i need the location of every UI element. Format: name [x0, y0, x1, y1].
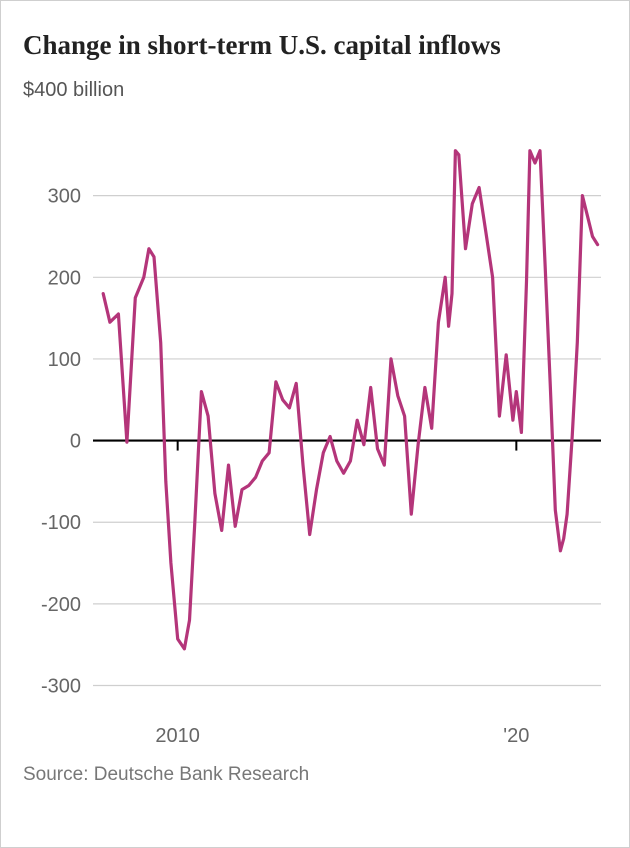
y-tick-label: 100: [48, 349, 81, 371]
plot-area: -300 -200 -100 0 100 200 300 2010 '20: [23, 110, 607, 750]
chart-title: Change in short-term U.S. capital inflow…: [23, 29, 607, 63]
y-tick-label: 300: [48, 185, 81, 207]
series-line: [103, 150, 597, 648]
chart-frame: Change in short-term U.S. capital inflow…: [0, 0, 630, 848]
line-chart-svg: -300 -200 -100 0 100 200 300 2010 '20: [23, 110, 607, 750]
y-tick-label: 0: [70, 430, 81, 452]
x-tick-label: '20: [503, 725, 529, 747]
y-axis-top-label: $400 billion: [23, 79, 607, 102]
source-label: Source: Deutsche Bank Research: [23, 764, 607, 786]
x-tick-label: 2010: [155, 725, 200, 747]
y-tick-label: -100: [41, 512, 81, 534]
y-tick-label: -300: [41, 675, 81, 697]
y-tick-label: -200: [41, 594, 81, 616]
y-tick-label: 200: [48, 267, 81, 289]
